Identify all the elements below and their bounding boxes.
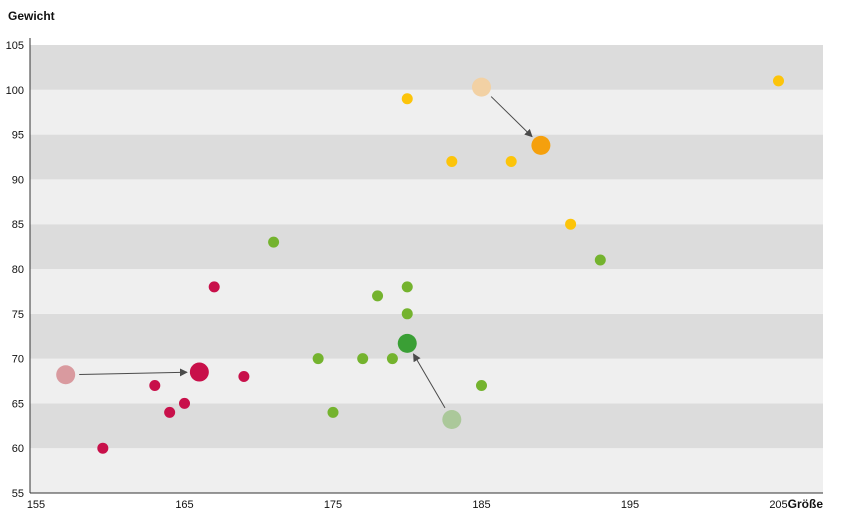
data-point	[179, 397, 190, 409]
y-tick-label: 100	[6, 85, 24, 97]
movement-arrow	[490, 96, 533, 138]
y-tick-label: 85	[12, 219, 24, 231]
mean-point	[397, 333, 417, 353]
data-point	[773, 75, 784, 87]
grid-band	[30, 89, 823, 135]
grid-band	[30, 313, 823, 359]
data-point	[386, 353, 398, 365]
grid-band	[30, 403, 823, 449]
mean-point	[189, 362, 209, 382]
x-tick-label: 165	[175, 499, 193, 511]
grid-band	[30, 269, 823, 314]
data-point	[565, 218, 577, 230]
y-tick-label: 60	[12, 443, 24, 455]
grid-band	[30, 134, 823, 180]
grid-band	[30, 45, 823, 90]
y-tick-labels: 55 60 65 70 75 80 85 90 95 100 105	[6, 40, 24, 500]
y-tick-label: 75	[12, 309, 24, 321]
data-point	[208, 281, 220, 293]
movement-arrow	[413, 353, 446, 409]
y-tick-label: 70	[12, 354, 24, 366]
y-tick-label: 55	[12, 488, 24, 500]
data-point	[401, 308, 413, 320]
mean-point	[531, 135, 551, 155]
data-point	[476, 379, 487, 391]
start-point	[56, 365, 76, 385]
grid-band	[30, 448, 823, 493]
x-tick-label: 175	[324, 499, 342, 511]
movement-arrows	[79, 96, 533, 409]
data-point	[505, 155, 517, 167]
data-point	[401, 281, 413, 293]
y-tick-label: 80	[12, 264, 24, 276]
y-tick-label: 65	[12, 398, 24, 410]
data-points	[56, 75, 784, 454]
data-point	[149, 379, 161, 391]
grid-bands	[30, 45, 823, 493]
y-tick-label: 90	[12, 174, 24, 186]
grid-band	[30, 224, 823, 269]
y-tick-label: 105	[6, 40, 24, 52]
data-point	[401, 93, 413, 105]
start-point	[472, 77, 491, 97]
start-point	[442, 410, 462, 430]
axes	[29, 38, 823, 494]
data-point	[268, 236, 280, 248]
data-point	[446, 155, 458, 167]
y-axis-title: Gewicht	[8, 9, 55, 23]
data-point	[312, 353, 324, 365]
grid-band	[30, 179, 823, 225]
x-tick-label: 155	[27, 499, 45, 511]
data-point	[372, 290, 384, 302]
data-point	[164, 406, 176, 418]
y-tick-label: 95	[12, 130, 24, 142]
data-point	[357, 353, 369, 365]
x-tick-label: 195	[621, 499, 639, 511]
x-axis-title: Größe	[788, 497, 824, 511]
x-tick-label: 205	[769, 499, 787, 511]
x-tick-labels: 155 165 175 185 195 205	[27, 499, 788, 511]
x-tick-label: 185	[472, 499, 490, 511]
movement-arrow	[79, 368, 188, 377]
data-point	[238, 371, 250, 383]
data-point	[327, 406, 339, 418]
data-point	[97, 442, 109, 454]
data-point	[594, 254, 606, 266]
grid-band	[30, 358, 823, 404]
